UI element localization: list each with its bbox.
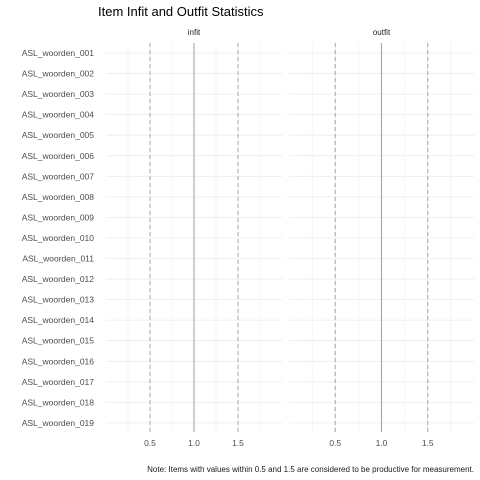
y-tick-label: ASL_woorden_008 <box>22 192 95 202</box>
y-tick-label: ASL_woorden_006 <box>22 151 95 161</box>
x-tick-label: 1.5 <box>422 438 434 448</box>
y-tick-label: ASL_woorden_013 <box>22 295 95 305</box>
facet-strip-label: outfit <box>373 28 391 37</box>
facet-strip-label: infit <box>188 28 201 37</box>
y-tick-label: ASL_woorden_005 <box>22 130 95 140</box>
y-tick-label: ASL_woorden_016 <box>22 356 95 366</box>
chart-title: Item Infit and Outfit Statistics <box>98 4 264 19</box>
x-tick-label: 0.5 <box>329 438 341 448</box>
x-tick-label: 1.5 <box>232 438 244 448</box>
facet-panel-infit: infit 0.5 1.0 1.5 <box>106 28 282 448</box>
x-tick-label: 1.0 <box>188 438 200 448</box>
y-tick-label: ASL_woorden_011 <box>22 254 94 264</box>
y-tick-label: ASL_woorden_009 <box>22 212 95 222</box>
y-tick-label: ASL_woorden_004 <box>22 110 95 120</box>
y-tick-label: ASL_woorden_002 <box>22 69 95 79</box>
facet-panel-outfit: outfit 0.5 1.0 1.5 <box>289 28 474 448</box>
y-tick-label: ASL_woorden_007 <box>22 171 95 181</box>
chart-caption: Note: Items with values within 0.5 and 1… <box>147 465 474 474</box>
y-tick-label: ASL_woorden_012 <box>22 274 95 284</box>
x-tick-label: 1.0 <box>376 438 388 448</box>
y-tick-label: ASL_woorden_001 <box>22 48 95 58</box>
y-tick-label: ASL_woorden_003 <box>22 89 95 99</box>
y-tick-label: ASL_woorden_014 <box>22 315 95 325</box>
y-tick-label: ASL_woorden_010 <box>22 233 95 243</box>
y-tick-label: ASL_woorden_017 <box>22 377 95 387</box>
x-tick-label: 0.5 <box>144 438 156 448</box>
y-tick-label: ASL_woorden_015 <box>22 336 95 346</box>
y-tick-label: ASL_woorden_018 <box>22 397 95 407</box>
y-tick-label: ASL_woorden_019 <box>22 418 95 428</box>
